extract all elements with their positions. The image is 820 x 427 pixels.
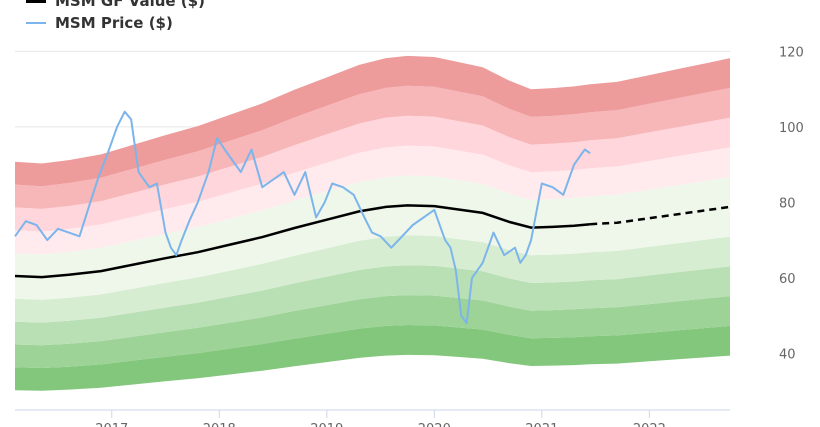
valuation-band xyxy=(15,325,730,391)
y-tick-label: 100 xyxy=(779,121,804,136)
y-tick-label: 80 xyxy=(779,196,796,211)
valuation-band xyxy=(15,295,730,368)
y-tick-label: 40 xyxy=(779,347,796,362)
valuation-band xyxy=(15,115,730,232)
gf-value-line xyxy=(14,204,591,279)
legend-label-price: MSM Price ($) xyxy=(55,14,173,32)
legend-item-price[interactable]: MSM Price ($) xyxy=(26,12,205,34)
valuation-band xyxy=(15,55,730,187)
series-lines xyxy=(14,110,731,325)
valuation-bands xyxy=(15,55,730,391)
price-line xyxy=(14,110,591,325)
x-tick-label: 2020 xyxy=(418,422,451,427)
gf-value-legend-swatch xyxy=(26,0,46,3)
axes: 40 60 80 100 120 2017 2018 2019 2020 2021 2022 xyxy=(15,45,804,427)
chart-legend: MSM GF Value ($) MSM Price ($) xyxy=(26,0,205,34)
legend-item-gf-value[interactable]: MSM GF Value ($) xyxy=(26,0,205,12)
x-tick-label: 2019 xyxy=(310,422,343,427)
x-tick-label: 2021 xyxy=(525,422,558,427)
y-tick-label: 120 xyxy=(779,45,804,60)
valuation-band xyxy=(15,145,730,255)
valuation-band xyxy=(15,175,730,300)
valuation-band xyxy=(15,265,730,346)
x-tick-label: 2022 xyxy=(633,422,666,427)
legend-label-gf-value: MSM GF Value ($) xyxy=(55,0,205,10)
y-tick-label: 60 xyxy=(779,272,796,287)
x-tick-label: 2018 xyxy=(203,422,236,427)
price-legend-swatch xyxy=(26,22,46,24)
gf-value-projection-line xyxy=(590,205,731,226)
valuation-band xyxy=(15,85,730,209)
valuation-band xyxy=(15,235,730,323)
x-tick-label: 2017 xyxy=(95,422,128,427)
